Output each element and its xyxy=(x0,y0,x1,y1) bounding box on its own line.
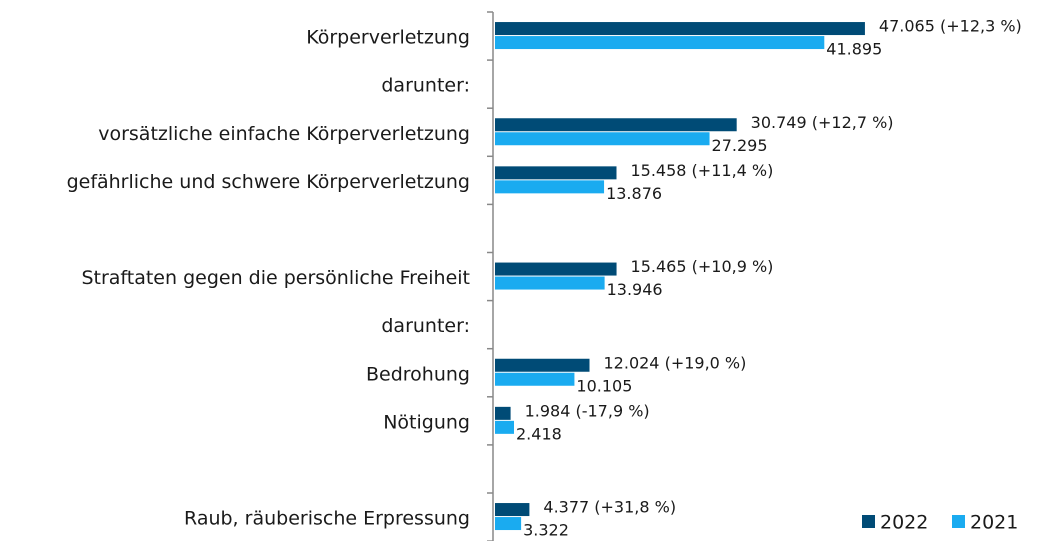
data-label: 13.876 xyxy=(606,184,662,203)
bar xyxy=(495,118,737,132)
bar xyxy=(495,276,605,290)
category-label: gefährliche und schwere Körperverletzung xyxy=(67,171,470,193)
category-label: Straftaten gegen die persönliche Freihei… xyxy=(81,267,470,289)
bar xyxy=(495,262,617,276)
data-label: 15.458 (+11,4 %) xyxy=(630,161,773,180)
data-label: 1.984 (-17,9 %) xyxy=(525,401,650,420)
legend-swatch xyxy=(862,515,875,528)
bar xyxy=(495,517,522,531)
category-label: darunter: xyxy=(381,315,470,337)
bar xyxy=(495,180,605,194)
category-label: vorsätzliche einfache Körperverletzung xyxy=(98,123,470,145)
data-label: 12.024 (+19,0 %) xyxy=(604,353,747,372)
bar xyxy=(495,503,530,517)
data-label: 47.065 (+12,3 %) xyxy=(879,17,1022,36)
data-label: 2.418 xyxy=(516,424,562,443)
data-label: 30.749 (+12,7 %) xyxy=(751,113,894,132)
legend-label: 2021 xyxy=(970,512,1018,534)
data-label: 10.105 xyxy=(576,376,632,395)
legend-label: 2022 xyxy=(880,512,928,534)
category-label: Bedrohung xyxy=(366,363,470,385)
category-label: Körperverletzung xyxy=(306,27,470,49)
bar xyxy=(495,22,865,36)
category-label: darunter: xyxy=(381,75,470,97)
bar xyxy=(495,358,590,372)
bar xyxy=(495,406,511,420)
data-label: 4.377 (+31,8 %) xyxy=(543,498,676,517)
bar xyxy=(495,36,825,50)
data-label: 15.465 (+10,9 %) xyxy=(631,257,774,276)
data-label: 41.895 xyxy=(826,40,882,59)
category-label: Raub, räuberische Erpressung xyxy=(184,508,470,530)
category-label: Nötigung xyxy=(383,411,470,433)
bar xyxy=(495,166,617,180)
bar xyxy=(495,420,515,434)
bar xyxy=(495,372,575,386)
legend-swatch xyxy=(952,515,965,528)
data-label: 13.946 xyxy=(607,280,663,299)
bar xyxy=(495,132,710,146)
data-label: 27.295 xyxy=(712,136,768,155)
data-label: 3.322 xyxy=(523,521,569,540)
